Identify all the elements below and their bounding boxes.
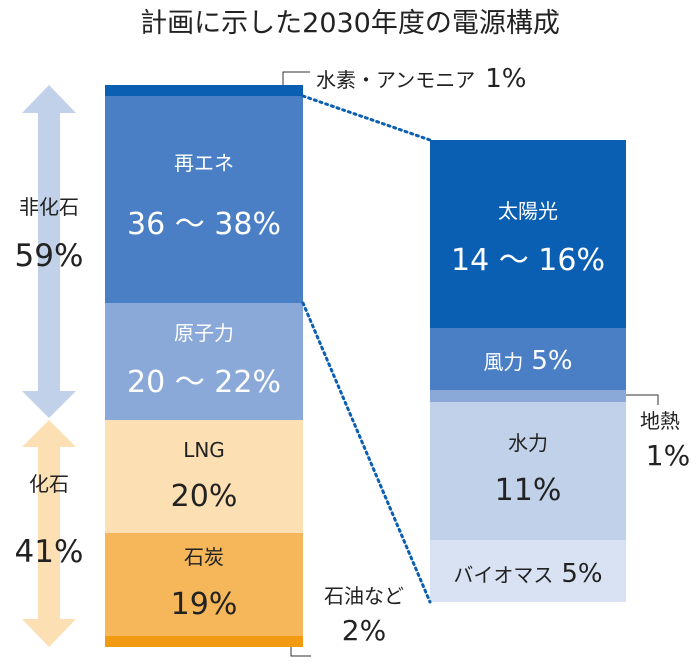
- arrow-non-fossil-shape: [22, 85, 76, 418]
- group-label-fossil: 化石: [29, 472, 69, 496]
- chart-title: 計画に示した2030年度の電源構成: [140, 8, 560, 39]
- arrow-fossil-shape: [22, 420, 76, 647]
- breakdown-bar: [430, 140, 626, 602]
- label-wind-value: 5%: [531, 346, 572, 376]
- bar-segment-hydrogen-ammonia: [105, 85, 303, 96]
- label-oil-name: 石油など: [324, 584, 404, 608]
- label-oil-value: 2%: [342, 614, 386, 647]
- label-renewables-name: 再エネ: [174, 151, 234, 175]
- bar-segment-nuclear: [105, 303, 303, 420]
- leader-geothermal: [626, 394, 659, 405]
- breakdown-segment-wind: [430, 328, 626, 390]
- bar-segment-coal: [105, 533, 303, 636]
- label-biomass-value: 5%: [561, 559, 602, 589]
- label-wind: 風力 5%: [483, 346, 572, 376]
- breakdown-segment-geothermal: [430, 390, 626, 402]
- label-nuclear-name: 原子力: [174, 321, 234, 345]
- group-value-fossil: 41%: [15, 534, 84, 570]
- arrow-fossil: [22, 420, 76, 647]
- label-biomass: バイオマス 5%: [453, 559, 602, 589]
- label-renewables-value: 36 ～ 38%: [127, 207, 281, 242]
- bar-segment-oil: [105, 636, 303, 647]
- label-nuclear-value: 20 ～ 22%: [127, 365, 281, 400]
- breakdown-segment-hydro: [430, 402, 626, 540]
- label-hydrogen-ammonia: 水素・アンモニア 1%: [316, 64, 526, 94]
- label-wind-name: 風力: [483, 350, 523, 374]
- bar-segment-lng: [105, 420, 303, 533]
- label-hydrogen-ammonia-name: 水素・アンモニア: [316, 68, 475, 92]
- bar-segment-renewables: [105, 96, 303, 303]
- label-hydrogen-ammonia-value: 1%: [485, 64, 526, 94]
- leader-hydrogen-ammonia: [282, 71, 310, 85]
- leader-oil: [290, 647, 311, 657]
- breakdown-segment-biomass: [430, 540, 626, 602]
- label-hydro-name: 水力: [508, 431, 548, 455]
- main-bar: [105, 85, 303, 647]
- label-biomass-name: バイオマス: [453, 563, 553, 587]
- connector-line-bottom: [301, 301, 432, 604]
- group-value-non-fossil: 59%: [15, 238, 84, 274]
- breakdown-segment-solar: [430, 140, 626, 328]
- arrow-non-fossil: [22, 85, 76, 418]
- label-coal-name: 石炭: [184, 545, 224, 569]
- connector-line-top: [301, 94, 432, 142]
- label-lng-value: 20%: [171, 479, 238, 514]
- group-label-non-fossil: 非化石: [19, 195, 79, 219]
- label-lng-name: LNG: [183, 438, 225, 462]
- label-solar-name: 太陽光: [498, 199, 558, 223]
- label-geothermal-name: 地熱: [640, 409, 680, 433]
- label-solar-value: 14 ～ 16%: [451, 243, 605, 278]
- label-coal-value: 19%: [171, 587, 238, 622]
- label-hydro-value: 11%: [495, 473, 562, 508]
- label-geothermal-value: 1%: [646, 439, 690, 472]
